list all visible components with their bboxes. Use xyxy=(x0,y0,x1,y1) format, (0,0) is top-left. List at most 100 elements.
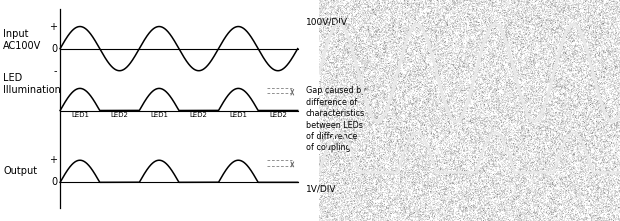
Point xyxy=(541,196,551,199)
Point xyxy=(377,145,387,149)
Point xyxy=(479,39,489,43)
Point xyxy=(440,20,450,23)
Point xyxy=(409,187,419,191)
Point xyxy=(472,81,482,85)
Point xyxy=(600,67,610,70)
Point xyxy=(542,143,552,147)
Point xyxy=(435,189,445,192)
Point xyxy=(447,150,457,153)
Point xyxy=(585,135,595,138)
Point xyxy=(404,132,414,135)
Point xyxy=(396,110,406,113)
Point xyxy=(529,105,539,109)
Point xyxy=(463,101,473,105)
Point xyxy=(384,24,394,28)
Point xyxy=(596,110,606,114)
Point xyxy=(404,212,414,215)
Point xyxy=(381,48,391,52)
Point xyxy=(526,214,536,218)
Point xyxy=(332,9,342,13)
Point xyxy=(342,117,352,121)
Point xyxy=(579,58,589,62)
Point xyxy=(466,192,476,196)
Point xyxy=(492,95,502,99)
Point xyxy=(510,35,520,38)
Point xyxy=(461,30,471,33)
Point xyxy=(469,128,479,131)
Point xyxy=(445,173,454,177)
Point xyxy=(570,129,580,133)
Point xyxy=(592,169,602,172)
Point xyxy=(554,133,564,137)
Point xyxy=(456,90,466,94)
Point xyxy=(547,203,557,207)
Point xyxy=(340,123,350,126)
Point xyxy=(342,130,352,134)
Point xyxy=(528,91,538,94)
Point xyxy=(483,147,493,151)
Point xyxy=(554,33,564,36)
Point xyxy=(317,50,327,53)
Point xyxy=(397,171,407,175)
Point xyxy=(446,159,456,163)
Point xyxy=(363,84,373,88)
Point xyxy=(613,65,620,68)
Point xyxy=(445,33,454,37)
Point xyxy=(576,207,586,211)
Point xyxy=(593,60,603,63)
Point xyxy=(378,170,388,173)
Point xyxy=(355,204,365,208)
Point xyxy=(337,119,347,122)
Point xyxy=(588,102,598,105)
Point xyxy=(476,106,485,109)
Point xyxy=(418,4,428,8)
Point xyxy=(558,179,568,182)
Point xyxy=(438,148,448,151)
Point xyxy=(462,187,472,190)
Point xyxy=(598,195,608,199)
Point xyxy=(386,123,396,127)
Point xyxy=(598,175,608,178)
Point xyxy=(425,184,435,187)
Point xyxy=(521,187,531,190)
Point xyxy=(529,61,539,65)
Point xyxy=(535,154,545,157)
Point xyxy=(371,48,381,51)
Point xyxy=(515,31,525,35)
Point xyxy=(583,53,593,57)
Point xyxy=(508,193,518,196)
Point xyxy=(526,139,536,143)
Point xyxy=(440,191,450,195)
Point xyxy=(614,16,620,19)
Point xyxy=(588,51,598,54)
Point xyxy=(565,53,575,57)
Point xyxy=(412,26,422,29)
Point xyxy=(524,65,534,69)
Point xyxy=(350,87,360,91)
Point xyxy=(534,0,544,3)
Point xyxy=(335,109,345,113)
Point xyxy=(324,37,334,40)
Point xyxy=(581,194,591,198)
Point xyxy=(560,3,570,6)
Point xyxy=(531,192,541,196)
Point xyxy=(596,166,606,170)
Point xyxy=(461,197,471,200)
Point xyxy=(587,53,597,57)
Point xyxy=(448,147,458,151)
Point xyxy=(557,185,567,188)
Point xyxy=(608,219,618,221)
Point xyxy=(521,201,531,205)
Point xyxy=(594,84,604,88)
Point xyxy=(342,4,352,7)
Point xyxy=(334,83,343,87)
Point xyxy=(396,2,406,5)
Point xyxy=(603,145,613,149)
Point xyxy=(545,109,555,113)
Point xyxy=(408,7,418,11)
Point xyxy=(614,203,620,207)
Point xyxy=(343,206,353,209)
Point xyxy=(345,118,355,122)
Point xyxy=(411,40,421,44)
Point xyxy=(389,11,399,15)
